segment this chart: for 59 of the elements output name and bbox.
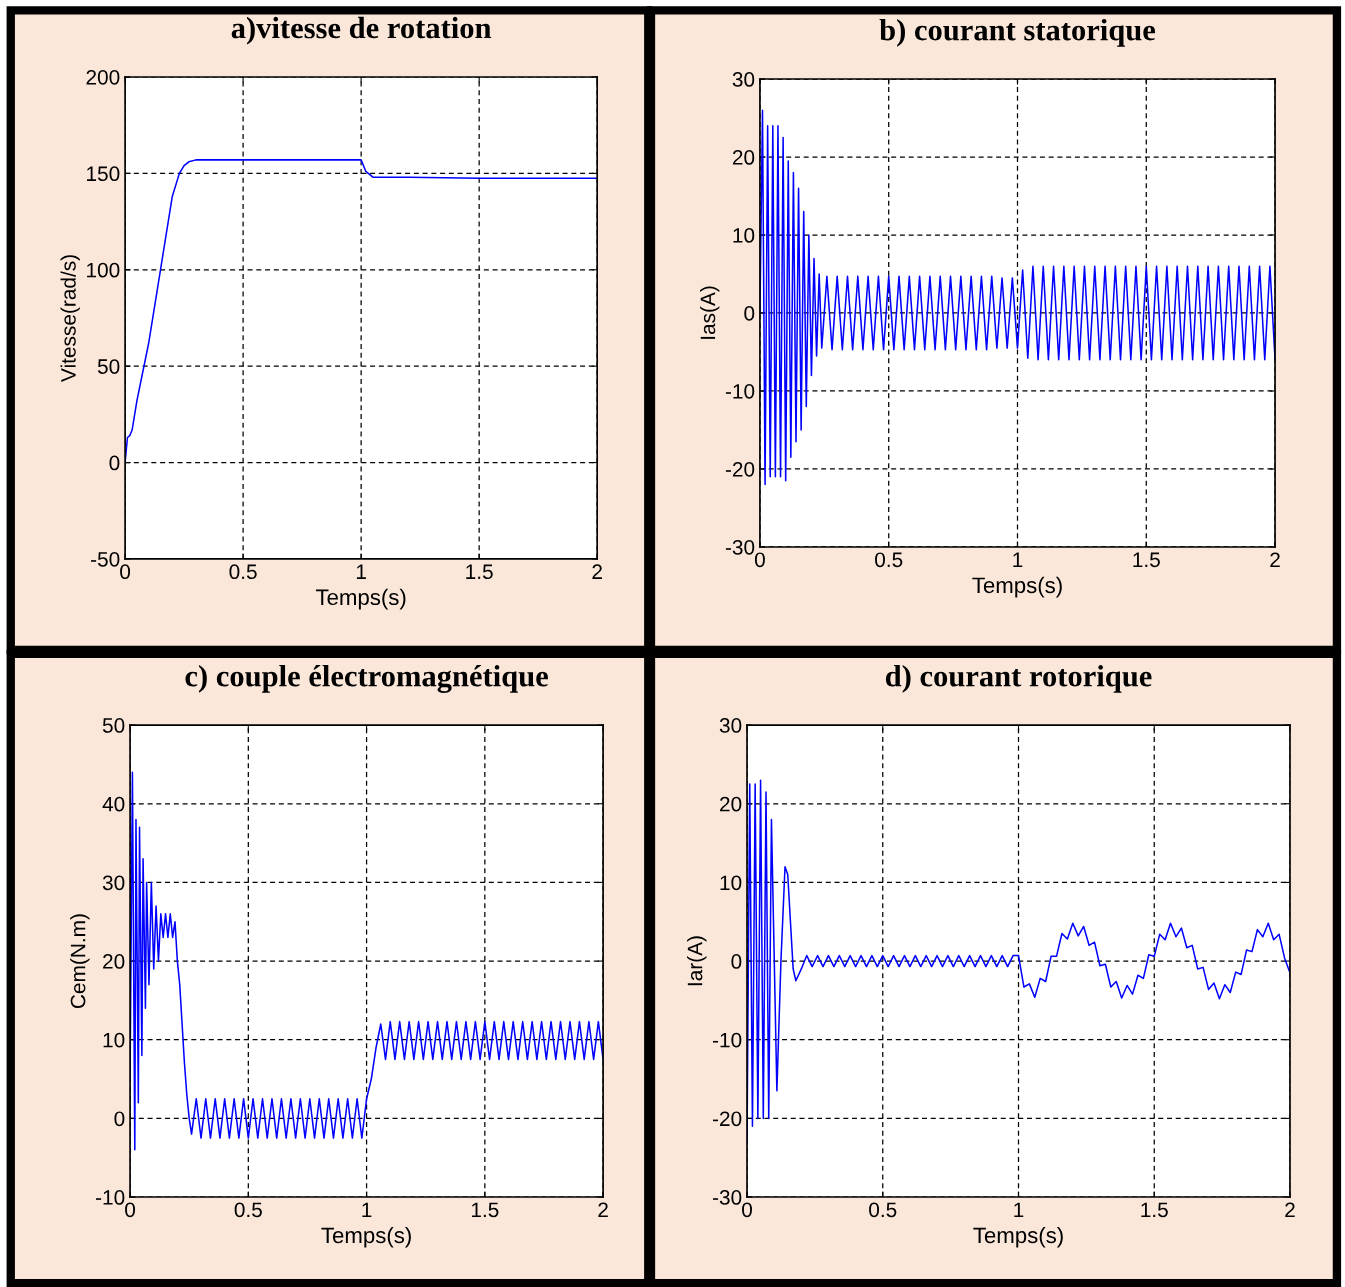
line-series [759,109,1276,486]
chart-title: d) courant rotorique [885,665,1152,693]
x-tick-label: 1 [362,1202,372,1217]
y-tick-label: 50 [97,359,120,374]
y-tick-label: 50 [102,718,125,733]
x-tick-label: 1 [1013,552,1023,567]
y-tick-label: 0 [731,954,742,969]
y-tick-label: 150 [87,166,120,182]
line-series [130,771,604,1151]
x-tick-label: 1 [356,564,366,579]
y-tick-label: 20 [720,796,742,812]
x-tick-label: 2 [592,564,602,579]
y-tick-label: -10 [712,1032,742,1048]
x-tick-label: 0.5 [234,1202,262,1218]
y-tick-label: 20 [732,150,755,165]
y-tick-label: 10 [720,875,742,891]
y-tick-label: 30 [732,72,755,87]
x-tick-label: 1.5 [466,564,493,580]
y-tick-label: 20 [103,954,125,969]
y-tick-label: 0 [109,455,120,471]
y-tick-label: 40 [102,796,125,812]
y-tick-label: 10 [733,228,755,243]
x-tick-label: 2 [1270,552,1280,567]
y-tick-label: -10 [725,383,755,399]
y-tick-label: 0 [744,306,755,321]
chart-title: c) couple électromagnétique [185,664,548,693]
y-tick-label: -30 [725,539,755,555]
y-tick-label: -20 [712,1111,742,1127]
x-tick-label: 0 [125,1202,136,1218]
y-tick-label: 200 [86,69,120,85]
x-axis-title: Temps(s) [315,588,406,610]
x-tick-label: 1.5 [471,1202,499,1218]
x-tick-label: 2 [598,1202,608,1217]
y-axis-title: Vitesse(rad/s) [60,255,80,382]
x-tick-label: 0.5 [229,564,257,580]
chart-title: a)vitesse de rotation [231,16,492,45]
x-tick-label: 1.5 [1141,1202,1168,1218]
y-tick-label: 100 [87,262,120,278]
x-tick-label: 1 [1014,1202,1024,1217]
x-tick-label: 0.5 [875,552,903,568]
y-tick-label: 10 [103,1032,125,1048]
x-tick-label: 0.5 [869,1202,897,1218]
y-tick-label: -20 [725,461,755,477]
chart-title: b) courant statorique [879,18,1156,47]
x-axis-title: Temps(s) [972,576,1062,598]
y-axis-title: Ias(A) [699,286,720,339]
x-tick-label: 2 [1285,1202,1295,1217]
y-tick-label: 30 [102,875,125,891]
x-axis-title: Temps(s) [973,1226,1063,1248]
x-axis-title: Temps(s) [321,1226,411,1248]
y-tick-label: -30 [712,1190,742,1205]
y-tick-label: -50 [91,551,120,567]
y-tick-label: -10 [96,1190,125,1205]
y-tick-label: 30 [719,718,742,733]
x-tick-label: 0 [754,552,765,568]
y-axis-title: Iar(A) [687,936,707,986]
x-tick-label: 1.5 [1133,552,1160,568]
y-tick-label: 0 [114,1111,125,1127]
y-axis-title: Cem(N.m) [70,914,90,1009]
